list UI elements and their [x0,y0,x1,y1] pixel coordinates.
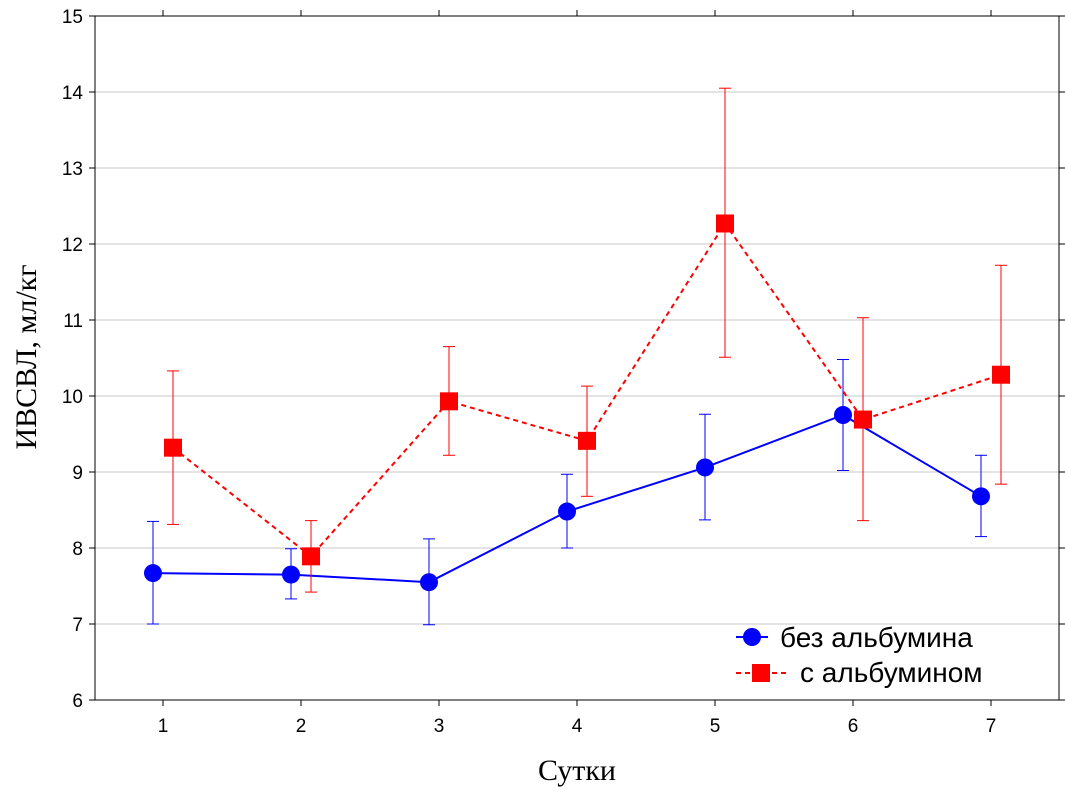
data-point-square [164,438,182,457]
data-point-circle [972,487,990,506]
y-tick-label: 12 [62,235,83,256]
data-point-circle [834,406,852,424]
y-axis-title: ИВСВЛ, мл/кг [10,264,43,449]
x-tick-label: 3 [434,716,445,737]
legend: без альбумина с альбумином [736,622,983,688]
plot-frame [94,15,1060,701]
y-tick-label: 13 [62,159,83,180]
y-tick-label: 9 [72,463,83,484]
data-point-circle [144,564,162,583]
y-tick-label: 6 [72,691,83,712]
legend-item-with-albumin: с альбумином [736,657,983,688]
data-point-square [716,214,734,233]
y-tick-label: 14 [62,83,84,104]
x-tick-label: 7 [986,716,997,737]
data-point-square [302,547,320,566]
data-point-square [992,365,1010,384]
x-tick-label: 6 [848,716,859,737]
x-tick-label: 4 [572,716,583,737]
y-tick-label: 8 [72,539,83,560]
data-point-square [440,392,458,411]
legend-item-no-albumin: без альбумина [736,622,973,653]
data-point-square [578,431,596,450]
series-with-albumin [164,87,1010,593]
series-group [144,87,1010,626]
legend-marker-circle [743,628,761,646]
y-tick-label: 10 [62,387,83,408]
data-point-circle [282,565,300,584]
y-tick-label: 15 [62,7,83,28]
data-point-circle [696,458,714,477]
x-tick-label: 5 [710,716,721,737]
x-tick-label: 1 [158,716,169,737]
series-no-albumin [144,359,990,626]
x-axis-title: Сутки [538,754,616,787]
x-tick-label: 2 [296,716,307,737]
legend-label: без альбумина [780,622,973,653]
legend-label: с альбумином [800,657,983,688]
legend-marker-square [752,664,770,682]
y-tick-label: 11 [63,311,83,332]
y-tick-label: 7 [72,615,83,636]
grid [95,91,1059,625]
data-point-square [854,410,872,429]
data-point-circle [420,573,438,592]
data-point-circle [558,502,576,521]
